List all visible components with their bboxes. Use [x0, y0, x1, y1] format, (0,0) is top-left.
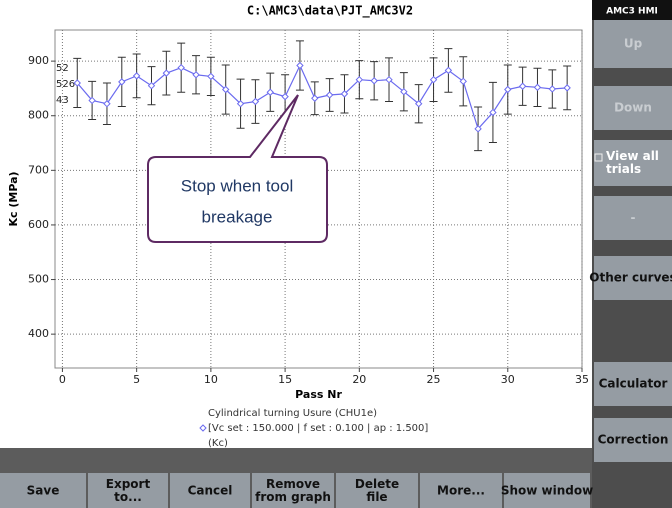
data-point [340, 90, 349, 98]
data-point [414, 100, 423, 108]
data-point [88, 96, 96, 105]
side-button-label: Down [614, 101, 652, 115]
data-point [459, 77, 467, 86]
callout-text: breakage [202, 207, 273, 226]
data-point [370, 77, 378, 85]
side-button-label: Up [624, 37, 643, 51]
side-button[interactable] [594, 86, 672, 130]
bottom-button-label: Export [106, 477, 151, 491]
data-point [548, 85, 557, 93]
side-button[interactable] [594, 256, 672, 300]
data-point [474, 125, 482, 133]
data-point [73, 79, 81, 87]
x-tick-label: 15 [278, 373, 292, 386]
bottom-button[interactable] [0, 473, 86, 508]
legend-entry: [Vc set : 150.000 | f set : 0.100 | ap :… [208, 423, 428, 434]
series-line [76, 64, 568, 131]
side-button[interactable] [594, 362, 672, 406]
clipped-label: 43 [56, 95, 69, 106]
side-button-label: trials [606, 162, 641, 176]
side-header: AMC3 HMI [606, 7, 658, 17]
data-point [147, 81, 156, 90]
callout-text: Stop when tool [181, 176, 293, 195]
data-point [118, 78, 126, 86]
data-point [489, 108, 497, 117]
x-tick-label: 0 [59, 373, 66, 386]
data-point [533, 83, 542, 92]
data-point [429, 75, 438, 84]
data-point [563, 84, 571, 92]
data-point [400, 87, 408, 96]
x-tick-label: 10 [204, 373, 218, 386]
data-point [236, 100, 245, 108]
data-point [192, 71, 200, 79]
bottom-button-label: Cancel [188, 484, 233, 498]
side-button-label: Calculator [599, 377, 668, 391]
side-button[interactable] [594, 196, 672, 240]
x-tick-label: 30 [501, 373, 515, 386]
y-axis-label: Kc (MPa) [7, 171, 20, 226]
data-point [132, 72, 141, 80]
x-tick-label: 35 [575, 373, 589, 386]
x-tick-label: 5 [133, 373, 140, 386]
x-axis-label: Pass Nr [295, 388, 342, 401]
y-tick-label: 400 [28, 327, 49, 340]
data-point [355, 75, 364, 84]
data-point [103, 100, 111, 108]
data-point [222, 85, 230, 94]
side-button-label: View all [606, 149, 659, 163]
legend-marker [199, 424, 207, 432]
bottom-button-label: Save [27, 484, 60, 498]
bottom-button[interactable] [336, 473, 418, 508]
y-tick-label: 600 [28, 218, 49, 231]
window-title: C:\AMC3\data\PJT_AMC3V2 [247, 4, 413, 19]
bottom-button-label: file [366, 490, 387, 504]
side-button[interactable] [594, 20, 672, 68]
side-button-label: - [631, 211, 636, 225]
data-point [518, 82, 527, 90]
bottom-button-label: from graph [255, 490, 331, 504]
y-tick-label: 900 [28, 54, 49, 67]
data-point [504, 85, 512, 94]
side-button[interactable] [594, 140, 672, 186]
y-tick-label: 500 [28, 273, 49, 286]
data-point [251, 97, 260, 106]
side-header-bar [592, 0, 672, 20]
data-point [281, 92, 289, 101]
data-point [444, 66, 453, 75]
callout [147, 94, 328, 243]
clipped-label: 526 [56, 79, 75, 90]
bottom-button-label: Show window [501, 484, 593, 498]
data-point [162, 69, 171, 77]
data-point [296, 61, 304, 70]
bottom-button-label: More... [437, 484, 485, 498]
x-tick-label: 25 [427, 373, 441, 386]
side-button-label: Other curves [589, 271, 672, 285]
y-tick-label: 700 [28, 163, 49, 176]
bottom-button[interactable] [504, 473, 590, 508]
data-point [385, 75, 393, 84]
checkbox[interactable] [594, 153, 603, 162]
bottom-button[interactable] [420, 473, 502, 508]
clipped-label: 52 [56, 63, 69, 74]
data-point [311, 94, 319, 102]
legend-title: Cylindrical turning Usure (CHU1e) [208, 408, 377, 419]
bottom-button[interactable] [252, 473, 334, 508]
data-point [325, 91, 334, 99]
bottom-button[interactable] [170, 473, 250, 508]
bottom-button-label: Delete [355, 477, 399, 491]
x-tick-label: 20 [352, 373, 366, 386]
y-tick-label: 800 [28, 109, 49, 122]
side-button[interactable] [594, 418, 672, 462]
data-point [266, 88, 274, 96]
data-point [207, 72, 215, 81]
bottom-button-label: to... [114, 490, 142, 504]
data-point [177, 63, 185, 72]
bottom-button[interactable] [88, 473, 168, 508]
legend-subtitle: (Kc) [208, 438, 228, 449]
bottom-button-label: Remove [266, 477, 320, 491]
side-button-label: Correction [598, 433, 669, 447]
